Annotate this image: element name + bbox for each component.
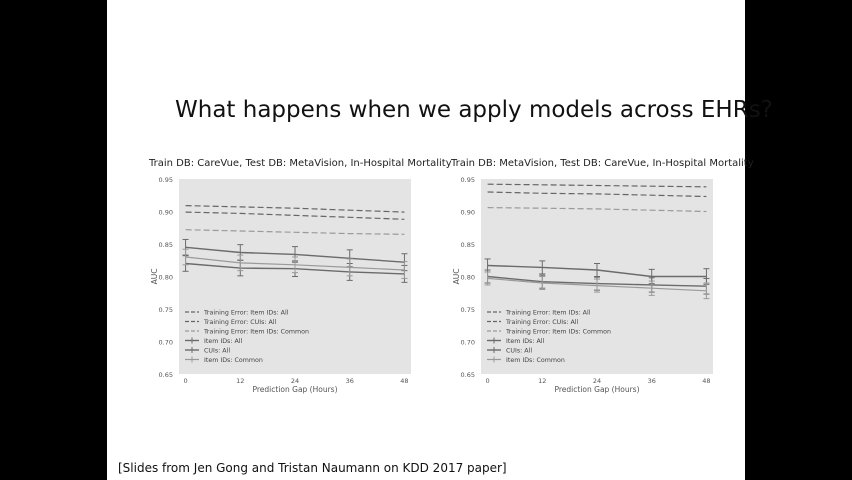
legend-label: CUIs: All	[204, 348, 230, 355]
legend-label: Training Error: Item IDs: All	[203, 310, 289, 317]
legend-label: Training Error: CUIs: All	[203, 319, 277, 326]
y-tick-label: 0.70	[461, 339, 475, 347]
y-axis-label: AUC	[452, 269, 461, 285]
x-tick-label: 24	[593, 377, 601, 385]
series-line	[487, 183, 707, 188]
x-tick-label: 12	[538, 377, 546, 385]
y-tick-label: 0.65	[461, 371, 475, 379]
y-tick-label: 0.90	[461, 209, 475, 217]
slide-title: What happens when we apply models across…	[175, 97, 773, 123]
legend-label: Item IDs: Common	[204, 357, 263, 364]
chart-title: Train DB: MetaVision, Test DB: CareVue, …	[451, 158, 754, 169]
x-tick-label: 48	[702, 377, 710, 385]
chart-title: Train DB: CareVue, Test DB: MetaVision, …	[149, 158, 452, 169]
series-line	[185, 211, 405, 220]
chart-metavision-to-carevue: Train DB: MetaVision, Test DB: CareVue, …	[447, 154, 754, 394]
x-tick-label: 0	[485, 377, 489, 385]
x-tick-label: 36	[648, 377, 656, 385]
y-axis-label: AUC	[150, 269, 159, 285]
legend-label: Training Error: Item IDs: Common	[203, 329, 309, 336]
x-axis-label: Prediction Gap (Hours)	[252, 385, 337, 394]
slide-citation: [Slides from Jen Gong and Tristan Nauman…	[118, 461, 507, 475]
y-tick-label: 0.80	[461, 274, 475, 282]
x-tick-label: 48	[400, 377, 408, 385]
series-line	[185, 205, 405, 213]
legend-label: Item IDs: All	[506, 338, 545, 345]
chart-carevue-to-metavision: Train DB: CareVue, Test DB: MetaVision, …	[145, 154, 452, 394]
y-tick-label: 0.75	[461, 306, 475, 314]
y-tick-label: 0.85	[159, 241, 173, 249]
y-tick-label: 0.65	[159, 371, 173, 379]
series-line	[487, 191, 707, 198]
slide: What happens when we apply models across…	[107, 0, 773, 480]
x-tick-label: 12	[236, 377, 244, 385]
x-tick-label: 24	[291, 377, 299, 385]
legend-label: Item IDs: All	[204, 338, 243, 345]
x-tick-label: 0	[183, 377, 187, 385]
y-tick-label: 0.90	[159, 209, 173, 217]
legend-label: Training Error: Item IDs: Common	[505, 329, 611, 336]
y-tick-label: 0.95	[461, 176, 475, 184]
legend-label: CUIs: All	[506, 348, 532, 355]
series-line	[487, 207, 707, 213]
x-tick-label: 36	[346, 377, 354, 385]
y-tick-label: 0.80	[159, 274, 173, 282]
legend-label: Training Error: Item IDs: All	[505, 310, 591, 317]
chart-svg: 0.65 0.70 0.75 0.80 0.85 0.90 0.95 0 12 24 36 48 Pre…	[150, 176, 411, 394]
y-tick-label: 0.85	[461, 241, 475, 249]
x-axis-label: Prediction Gap (Hours)	[554, 385, 639, 394]
y-tick-label: 0.70	[159, 339, 173, 347]
legend-label: Training Error: CUIs: All	[505, 319, 579, 326]
legend-label: Item IDs: Common	[506, 357, 565, 364]
y-tick-label: 0.95	[159, 176, 173, 184]
chart-svg: 0.65 0.70 0.75 0.80 0.85 0.90 0.95 0 12 24 36 48 Pre…	[452, 176, 713, 394]
series-line	[185, 229, 405, 235]
y-tick-label: 0.75	[159, 306, 173, 314]
